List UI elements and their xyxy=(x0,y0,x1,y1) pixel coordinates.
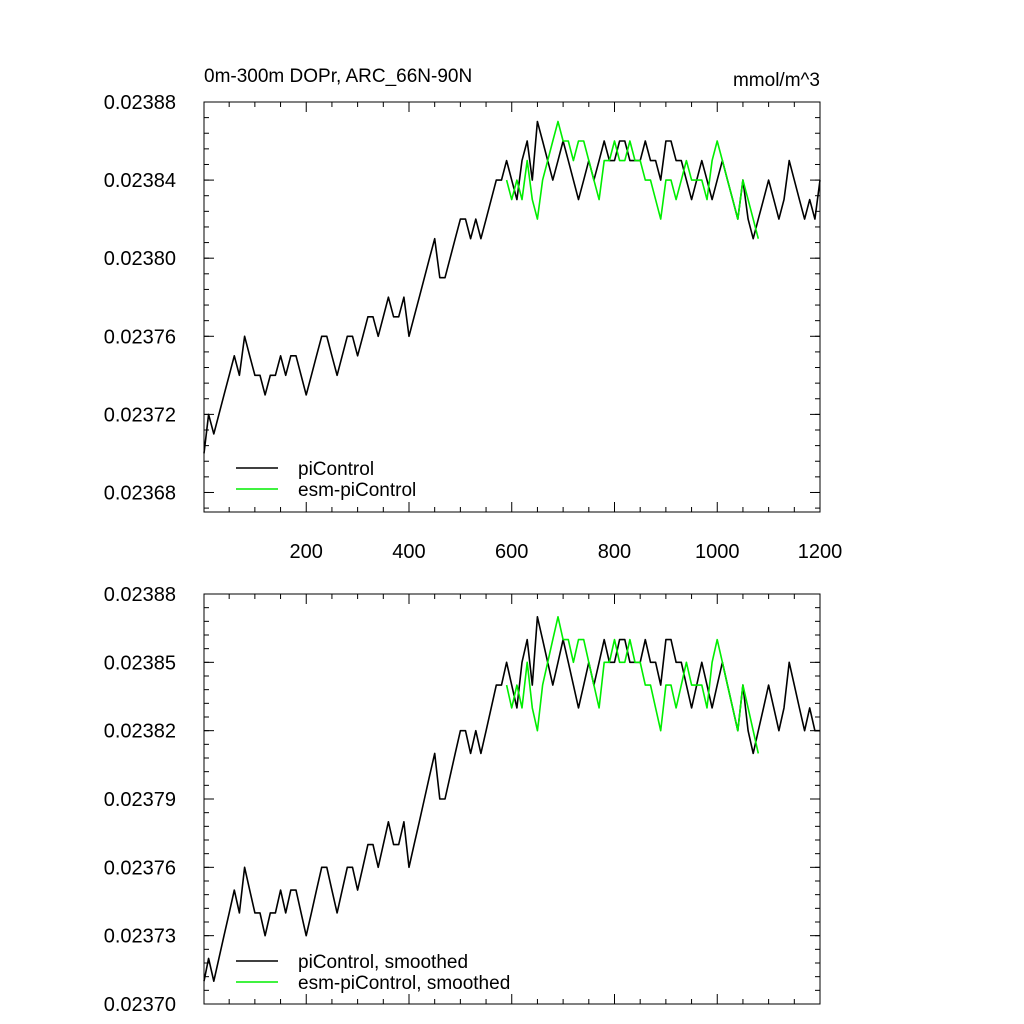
y-tick-label: 0.02382 xyxy=(104,721,176,743)
y-tick-label: 0.02384 xyxy=(104,170,176,192)
y-tick-label: 0.02373 xyxy=(104,926,176,948)
legend-label: piControl xyxy=(298,459,374,480)
y-tick-label: 0.02388 xyxy=(104,584,176,606)
y-tick-label: 0.02385 xyxy=(104,652,176,674)
x-tick-label: 800 xyxy=(598,541,631,563)
units-label: mmol/m^3 xyxy=(733,70,820,91)
y-tick-label: 0.02370 xyxy=(104,994,176,1016)
series-line-picontrol xyxy=(203,120,821,454)
top-panel: 0.02368 0.02372 0.02376 0.02380 0.02384 0.023… xyxy=(104,92,843,563)
plot-frame xyxy=(203,593,821,1005)
y-tick-label: 0.02388 xyxy=(104,92,176,114)
legend-label: esm-piControl xyxy=(298,480,416,501)
chart-title: 0m-300m DOPr, ARC_66N-90N xyxy=(204,66,472,87)
y-tick-label: 0.02380 xyxy=(104,248,176,270)
y-tick-label: 0.02372 xyxy=(104,404,176,426)
x-tick-label: 1200 xyxy=(798,541,843,563)
series-line-picontrol-smoothed xyxy=(203,615,820,983)
plot-frame xyxy=(203,101,821,513)
x-tick-label: 1000 xyxy=(695,541,740,563)
y-tick-label: 0.02379 xyxy=(104,789,176,811)
y-tick-label: 0.02376 xyxy=(104,326,176,348)
series-line-esm-picontrol-smoothed xyxy=(505,615,760,754)
legend-label: piControl, smoothed xyxy=(298,952,468,973)
series-line-esm-picontrol xyxy=(505,120,760,239)
x-tick-label: 400 xyxy=(392,541,425,563)
legend-label: esm-piControl, smoothed xyxy=(298,973,510,994)
y-tick-label: 0.02376 xyxy=(104,857,176,879)
x-tick-label: 600 xyxy=(495,541,528,563)
bottom-panel: 0.02370 0.02373 0.02376 0.02379 0.02382 0.023… xyxy=(104,584,821,1016)
x-tick-label: 200 xyxy=(290,541,323,563)
y-tick-label: 0.02368 xyxy=(104,482,176,504)
